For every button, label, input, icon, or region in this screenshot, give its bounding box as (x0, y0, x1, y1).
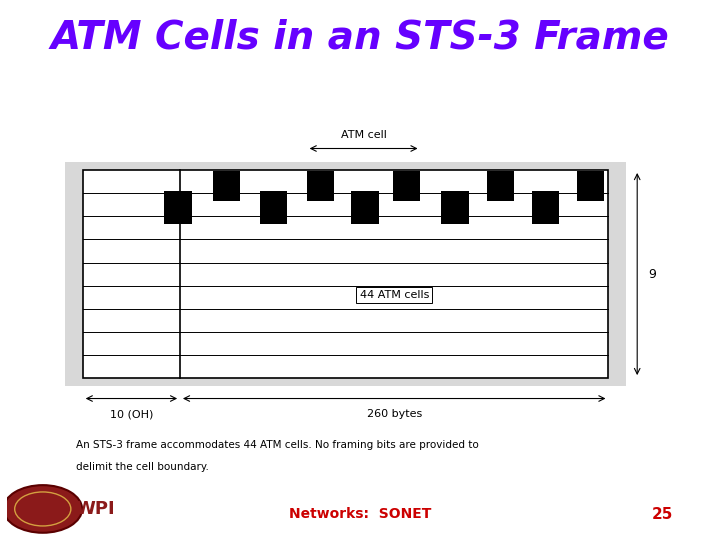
Text: Networks:  SONET: Networks: SONET (289, 507, 431, 521)
Bar (577, 171, 604, 201)
Bar (487, 171, 514, 201)
Bar (65, 162, 626, 386)
Bar (260, 191, 287, 225)
Bar (393, 171, 420, 201)
Text: 25: 25 (652, 507, 673, 522)
Text: 10 (OH): 10 (OH) (109, 409, 153, 420)
Bar (351, 191, 379, 225)
Bar (307, 171, 334, 201)
Text: An STS-3 frame accommodates 44 ATM cells. No framing bits are provided to: An STS-3 frame accommodates 44 ATM cells… (76, 440, 478, 450)
Bar (441, 191, 469, 225)
Bar (164, 191, 192, 225)
Text: WPI: WPI (76, 500, 115, 518)
Text: 260 bytes: 260 bytes (366, 409, 422, 420)
Bar (532, 191, 559, 225)
Text: ATM Cells in an STS-3 Frame: ATM Cells in an STS-3 Frame (50, 19, 670, 57)
Text: 9: 9 (648, 267, 656, 281)
Text: 44 ATM cells: 44 ATM cells (359, 290, 429, 300)
Text: delimit the cell boundary.: delimit the cell boundary. (76, 462, 209, 472)
Text: ATM cell: ATM cell (341, 130, 387, 140)
Bar (213, 171, 240, 201)
Bar (83, 170, 608, 378)
Circle shape (4, 485, 82, 533)
